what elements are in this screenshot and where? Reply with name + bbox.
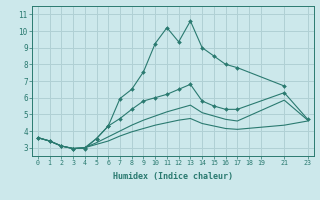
X-axis label: Humidex (Indice chaleur): Humidex (Indice chaleur): [113, 172, 233, 181]
